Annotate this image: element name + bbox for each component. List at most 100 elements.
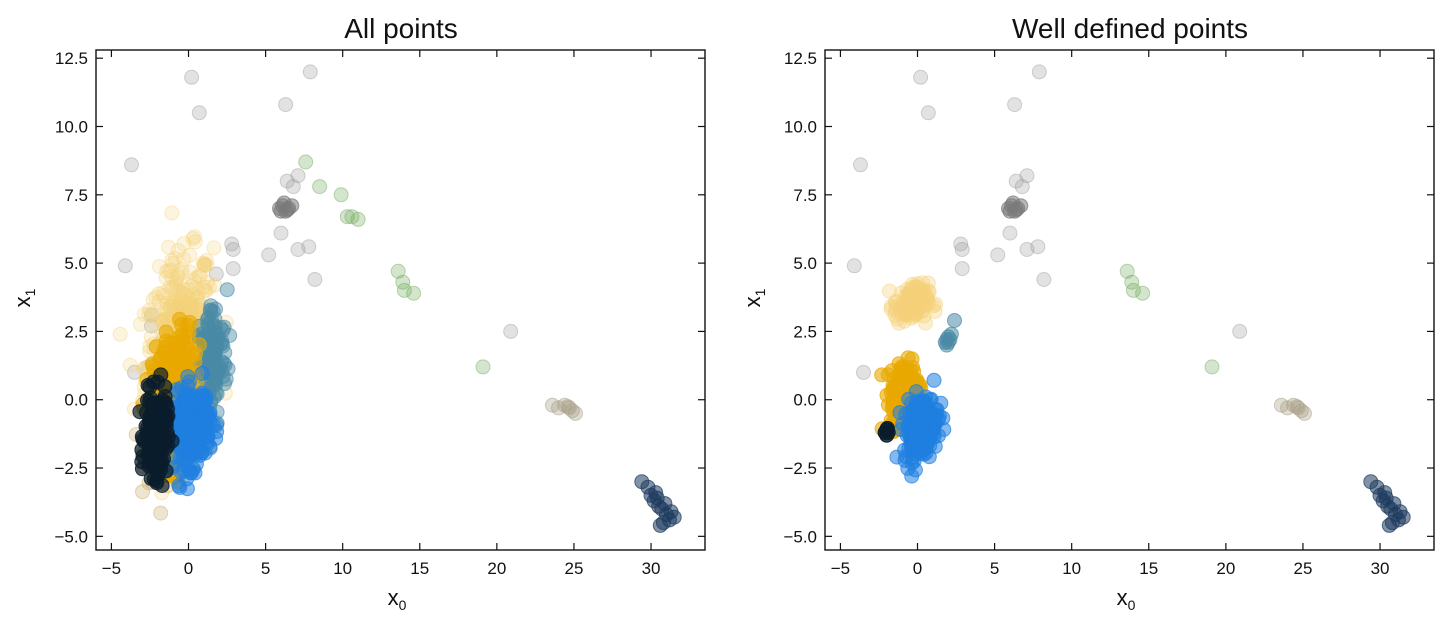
scatter-series-2 <box>1119 263 1220 375</box>
y-tick-label: −5.0 <box>783 527 817 546</box>
scatter-series-1 <box>1001 195 1029 219</box>
x-tick-label: −5 <box>102 559 121 578</box>
scatter-point <box>199 434 215 449</box>
scatter-series-4 <box>634 474 682 533</box>
scatter-point <box>199 257 215 273</box>
scatter-point <box>191 269 207 285</box>
scatter-point <box>173 276 189 292</box>
scatter-point <box>187 465 203 481</box>
scatter-point <box>144 318 159 334</box>
scatter-point <box>178 287 194 303</box>
scatter-point <box>261 247 277 263</box>
scatter-point <box>145 307 161 323</box>
scatter-point <box>350 211 366 227</box>
scatter-point <box>176 293 191 309</box>
scatter-point <box>171 284 187 300</box>
x-tick-label: 0 <box>184 559 193 578</box>
scatter-point <box>174 261 190 277</box>
scatter-point <box>173 265 189 281</box>
scatter-point <box>197 282 213 298</box>
scatter-point <box>954 242 970 257</box>
scatter-point <box>953 236 969 252</box>
x-tick-label: 25 <box>1293 559 1312 578</box>
scatter-point <box>302 64 318 80</box>
scatter-point <box>273 225 289 241</box>
scatter-point <box>160 263 176 279</box>
scatter-point <box>146 448 162 464</box>
scatter-point <box>183 279 199 294</box>
scatter-point <box>395 274 411 290</box>
scatter-point <box>874 367 890 383</box>
scatter-point <box>188 300 204 316</box>
scatter-point <box>165 255 181 271</box>
scatter-point <box>165 295 181 311</box>
y-axis-label: x1 <box>10 288 38 307</box>
scatter-point <box>172 480 188 495</box>
scatter-point <box>197 392 213 408</box>
scatter-point <box>176 281 192 297</box>
scatter-point <box>209 332 225 348</box>
x-tick-label: 5 <box>990 559 999 578</box>
scatter-point <box>912 442 928 458</box>
scatter-point <box>1124 274 1140 290</box>
scatter-point <box>224 236 240 252</box>
scatter-point <box>390 263 406 279</box>
scatter-point <box>196 258 212 274</box>
scatter-point <box>207 344 223 360</box>
scatter-point <box>187 229 202 245</box>
scatter-point <box>167 298 183 314</box>
scatter-point <box>475 359 491 375</box>
scatter-point <box>897 442 913 458</box>
scatter-point <box>278 97 294 113</box>
scatter-point <box>215 322 231 338</box>
scatter-point <box>1007 97 1023 113</box>
x-tick-label: 30 <box>1371 559 1390 578</box>
scatter-series-1 <box>272 195 300 219</box>
scatter-point <box>891 371 907 387</box>
scatter-point <box>159 264 175 279</box>
plot-area <box>112 64 682 533</box>
x-tick-label: 25 <box>564 559 583 578</box>
scatter-point <box>148 289 164 305</box>
scatter-point <box>151 259 167 274</box>
scatter-point <box>1384 515 1400 531</box>
scatter-point <box>155 285 171 301</box>
scatter-point <box>169 282 185 298</box>
scatter-point <box>290 168 306 184</box>
y-tick-label: 7.5 <box>64 186 88 205</box>
scatter-point <box>503 323 519 339</box>
scatter-point <box>167 251 183 266</box>
scatter-point <box>202 303 218 319</box>
scatter-point <box>298 154 314 170</box>
scatter-series-2 <box>298 154 491 375</box>
scatter-point <box>1289 399 1305 415</box>
scatter-point <box>182 247 198 263</box>
scatter-point <box>301 239 317 255</box>
scatter-point <box>168 277 184 293</box>
scatter-point <box>180 329 196 345</box>
scatter-point <box>853 157 868 173</box>
scatter-point <box>904 468 920 484</box>
x-axis-label: x0 <box>1117 585 1136 613</box>
y-tick-label: 12.5 <box>784 49 817 68</box>
scatter-point <box>406 285 422 301</box>
scatter-point <box>196 279 212 295</box>
scatter-point <box>179 397 195 413</box>
scatter-point <box>191 105 207 121</box>
scatter-point <box>187 280 203 296</box>
scatter-point <box>1031 64 1047 80</box>
scatter-point <box>208 266 224 282</box>
scatter-point <box>187 234 203 250</box>
scatter-point <box>127 364 142 380</box>
scatter-point <box>164 297 180 313</box>
scatter-point <box>174 293 190 309</box>
scatter-point <box>189 289 205 305</box>
scatter-point <box>186 272 202 288</box>
scatter-series-9 <box>149 366 225 497</box>
scatter-point <box>166 341 182 357</box>
scatter-point <box>181 282 197 298</box>
scatter-point <box>929 408 944 424</box>
x-tick-label: 20 <box>1216 559 1235 578</box>
scatter-point <box>196 408 212 424</box>
scatter-point <box>149 475 165 491</box>
